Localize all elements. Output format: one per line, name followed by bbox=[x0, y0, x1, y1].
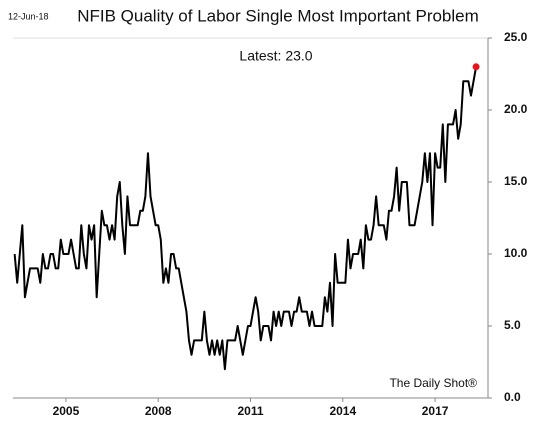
y-tick-label: 0.0 bbox=[504, 390, 521, 404]
x-tick-label: 2017 bbox=[422, 404, 449, 418]
source: The Daily Shot® bbox=[389, 376, 477, 390]
chart-date: 12-Jun-18 bbox=[8, 11, 49, 21]
annotation: Latest: 23.0 bbox=[239, 48, 312, 64]
y-tick-label: 20.0 bbox=[504, 102, 528, 116]
x-tick-label: 2014 bbox=[329, 404, 356, 418]
latest-point bbox=[472, 63, 480, 71]
y-tick-label: 10.0 bbox=[504, 246, 528, 260]
y-tick-label: 25.0 bbox=[504, 30, 528, 44]
chart-title: NFIB Quality of Labor Single Most Import… bbox=[77, 6, 479, 25]
y-tick-label: 5.0 bbox=[504, 318, 521, 332]
x-tick-label: 2011 bbox=[237, 404, 263, 418]
x-tick-label: 2005 bbox=[53, 404, 80, 418]
data-line bbox=[13, 66, 478, 371]
y-tick-label: 15.0 bbox=[504, 174, 528, 188]
x-tick-label: 2008 bbox=[145, 404, 172, 418]
